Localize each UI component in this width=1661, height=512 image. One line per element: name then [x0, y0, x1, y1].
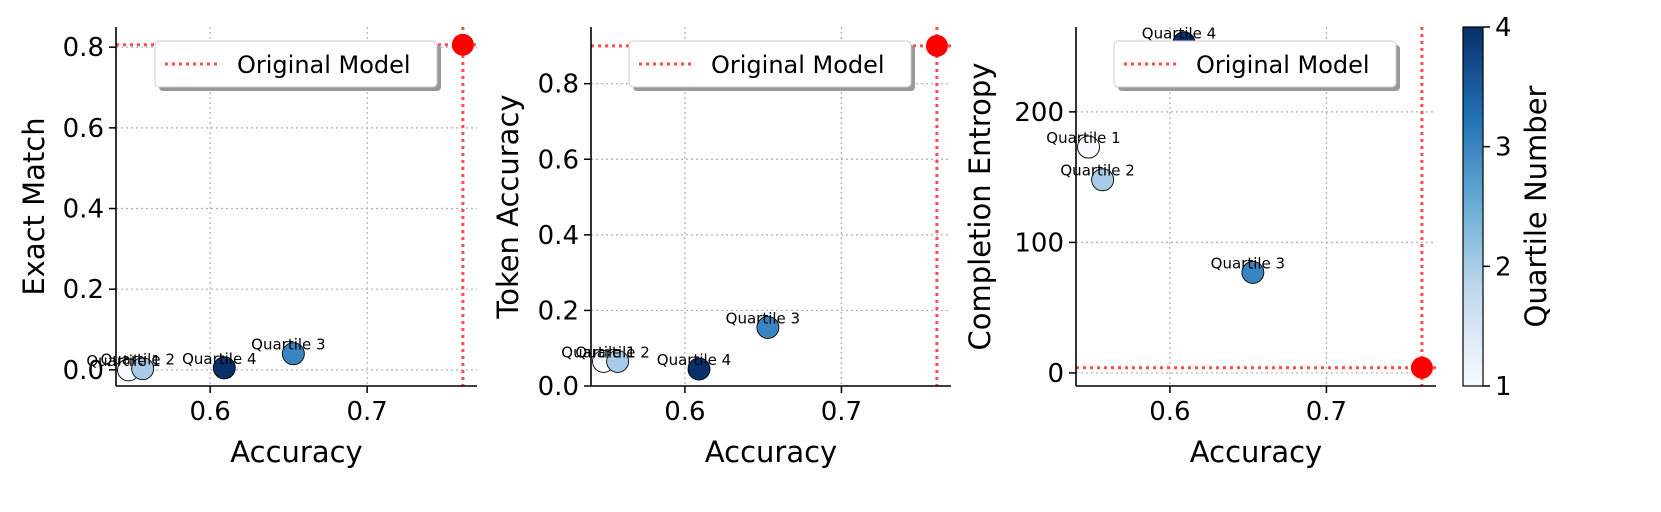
data-label-quartile-3: Quartile 3: [1211, 254, 1285, 272]
colorbar-label: Quartile Number: [1519, 85, 1553, 327]
y-tick-label: 0.2: [63, 275, 104, 305]
data-label-quartile-3: Quartile 3: [726, 309, 800, 327]
x-tick-label: 0.7: [1306, 397, 1347, 427]
data-label-quartile-4: Quartile 4: [657, 351, 731, 369]
x-tick-label: 0.6: [189, 397, 230, 427]
data-label-quartile-1: Quartile 1: [1046, 129, 1120, 147]
y-tick-label: 200: [1014, 98, 1064, 128]
legend-box: [628, 40, 912, 88]
chart-panel-1: 0.6 0.7 0.0 0.2 0.4 0.6 0.8 Accuracy Exact Match…: [17, 27, 477, 469]
y-tick-label: 0.6: [63, 114, 104, 144]
y-tick-label: 0.2: [538, 296, 579, 326]
original-model-point: [451, 33, 474, 56]
data-point-quartile-3: [1241, 260, 1265, 284]
y-tick-label: 0.4: [538, 221, 579, 251]
colorbar-tick-label: 1: [1495, 372, 1512, 402]
data-label-quartile-2: Quartile 2: [100, 351, 174, 369]
x-axis-label: Accuracy: [705, 435, 837, 469]
original-model-point: [1410, 356, 1433, 379]
data-points: Quartile 1 Quartile 2 Quartile 3 Quartile 4: [1046, 25, 1285, 284]
original-model-point: [925, 34, 948, 57]
colorbar-tick-label: 3: [1495, 133, 1512, 163]
y-axis-label: Exact Match: [17, 117, 51, 295]
data-label-quartile-4: Quartile 4: [182, 350, 256, 368]
legend: Original Model: [154, 40, 441, 91]
y-tick-label: 0.8: [63, 33, 104, 63]
x-tick-label: 0.6: [1149, 397, 1190, 427]
y-axis-label: Completion Entropy: [963, 63, 997, 351]
x-axis-label: Accuracy: [1190, 435, 1322, 469]
data-point-quartile-4: [687, 357, 711, 381]
x-tick-label: 0.7: [821, 397, 862, 427]
colorbar: 1 2 3 4 Quartile Number: [1462, 13, 1553, 402]
y-tick-label: 0.6: [538, 145, 579, 175]
legend-entry-original-model: Original Model: [711, 51, 885, 79]
data-point-quartile-2: [131, 357, 155, 381]
data-point-quartile-1: [1077, 135, 1100, 159]
data-label-quartile-2: Quartile 2: [1060, 162, 1134, 180]
data-point-quartile-2: [1091, 168, 1115, 192]
legend-box: [1113, 40, 1397, 88]
y-tick-label: 0.8: [538, 70, 579, 100]
x-axis-label: Accuracy: [230, 435, 362, 469]
data-point-quartile-3: [281, 342, 305, 366]
legend: Original Model: [1113, 40, 1400, 91]
data-point-quartile-2: [606, 349, 630, 373]
grid: [1076, 27, 1436, 386]
x-tick-label: 0.7: [346, 397, 387, 427]
legend-entry-original-model: Original Model: [237, 51, 411, 79]
y-axis-label: Token Accuracy: [491, 94, 525, 319]
legend-box: [154, 40, 438, 88]
colorbar-tick-label: 2: [1495, 252, 1512, 282]
data-label-quartile-3: Quartile 3: [251, 336, 325, 354]
data-label-quartile-1: Quartile 1: [561, 343, 635, 361]
colorbar-gradient: [1462, 26, 1484, 387]
colorbar-tick-label: 4: [1495, 13, 1512, 43]
data-point-quartile-3: [756, 315, 780, 339]
y-tick-label: 0.4: [63, 195, 104, 225]
chart-panel-3: 0.6 0.7 0 100 200 Accuracy Completion Entropy Q…: [963, 25, 1436, 469]
data-point-quartile-4: [212, 356, 236, 380]
data-label-quartile-1: Quartile 1: [86, 352, 160, 370]
chart-panel-2: 0.6 0.7 0.0 0.2 0.4 0.6 0.8 Accuracy Token Accur…: [491, 27, 951, 469]
data-label-quartile-2: Quartile 2: [575, 343, 649, 361]
data-label-quartile-4: Quartile 4: [1142, 25, 1216, 43]
legend-entry-original-model: Original Model: [1196, 51, 1370, 79]
x-tick-label: 0.6: [664, 397, 705, 427]
legend: Original Model: [628, 40, 915, 91]
y-tick-label: 0.0: [63, 356, 104, 386]
y-tick-label: 0: [1047, 359, 1064, 389]
y-tick-label: 100: [1014, 228, 1064, 258]
y-tick-label: 0.0: [538, 372, 579, 402]
